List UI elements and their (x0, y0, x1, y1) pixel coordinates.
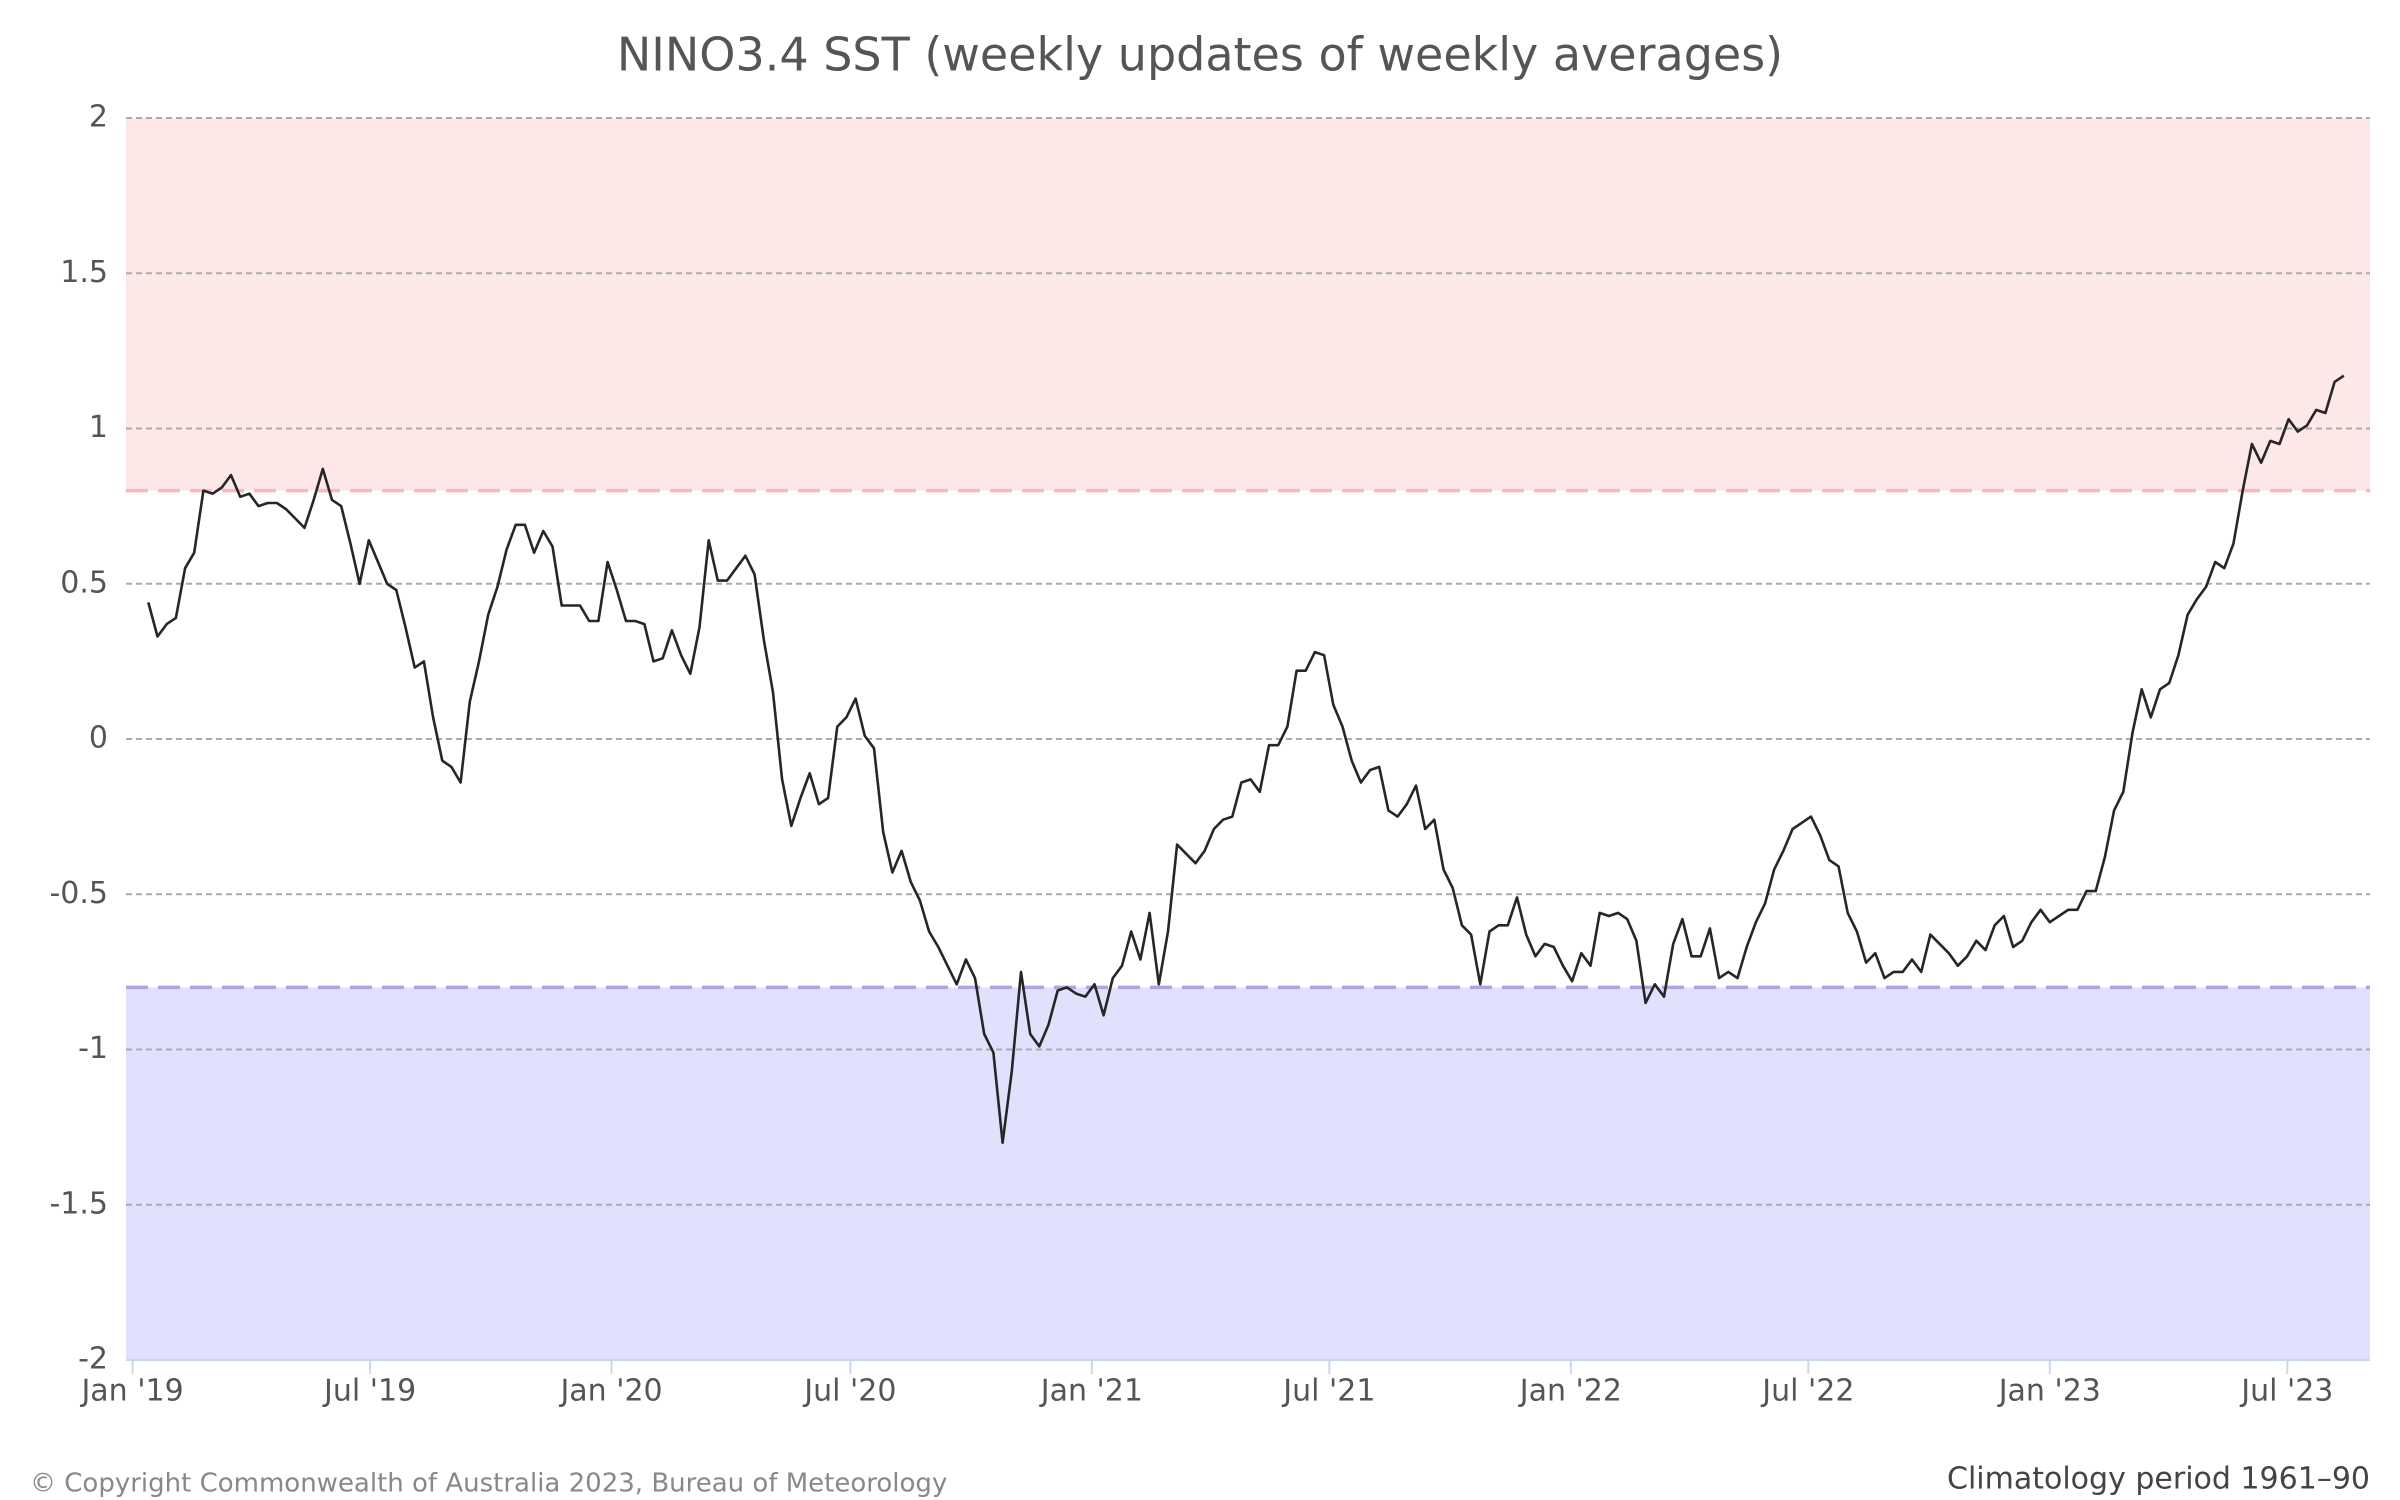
y-tick-label: -1 (78, 1031, 108, 1066)
copyright: © Copyright Commonwealth of Australia 20… (30, 1469, 947, 1499)
y-tick-label: 0.5 (60, 565, 108, 600)
y-tick-label: 1 (89, 410, 108, 445)
x-tick-label: Jul '21 (1281, 1374, 1375, 1409)
x-tick-label: Jan '22 (1518, 1374, 1622, 1409)
data-line (147, 374, 2345, 1144)
y-tick-label: 1.5 (60, 255, 108, 290)
threshold-band (126, 987, 2370, 1360)
x-tick-label: Jul '22 (1760, 1374, 1854, 1409)
y-tick-label: -1.5 (49, 1186, 108, 1221)
y-tick-label: 0 (89, 721, 108, 756)
x-tick-label: Jul '23 (2239, 1374, 2333, 1409)
x-tick-label: Jul '20 (802, 1374, 896, 1409)
x-tick-label: Jul '19 (322, 1374, 416, 1409)
y-tick-label: -0.5 (49, 876, 108, 911)
chart-title: NINO3.4 SST (weekly updates of weekly av… (617, 28, 1783, 82)
y-tick-label: 2 (89, 100, 108, 135)
x-tick-label: Jan '21 (1039, 1374, 1143, 1409)
climatology-note: Climatology period 1961–90 (1947, 1462, 2370, 1497)
x-tick-label: Jan '20 (558, 1374, 662, 1409)
x-tick-label: Jan '19 (79, 1374, 183, 1409)
y-tick-label: -2 (78, 1342, 108, 1377)
x-tick-label: Jan '23 (1997, 1374, 2101, 1409)
threshold-band (126, 118, 2370, 491)
